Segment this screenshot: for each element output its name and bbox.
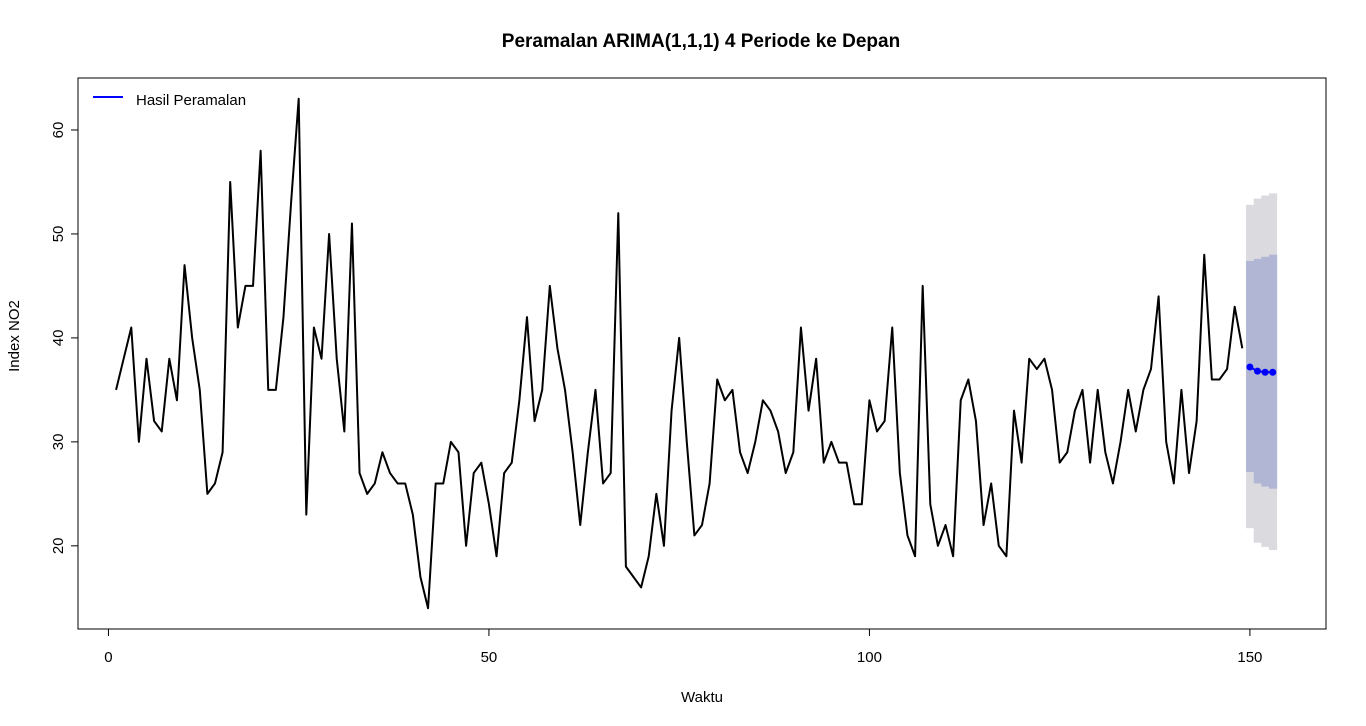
- y-tick-label: 60: [50, 122, 67, 139]
- series-line-actual: [115, 97, 1244, 610]
- plot-frame: [77, 77, 1327, 630]
- x-tick-label: 0: [104, 649, 112, 666]
- y-tick-label: 30: [50, 434, 67, 451]
- x-axis: 0 50 100 150: [104, 628, 1262, 666]
- y-tick-label: 40: [50, 330, 67, 347]
- forecast-point: [1269, 368, 1277, 376]
- legend-label-forecast: Hasil Peramalan: [136, 92, 246, 109]
- y-axis: 20 30 40 50 60: [50, 122, 79, 554]
- x-tick-label: 100: [857, 649, 882, 666]
- y-tick-label: 20: [50, 537, 67, 554]
- forecast-point: [1254, 367, 1262, 375]
- forecast-point: [1246, 363, 1254, 371]
- series-line-forecast: [1249, 366, 1273, 374]
- chart-title: Peramalan ARIMA(1,1,1) 4 Periode ke Depa…: [502, 31, 900, 52]
- legend: Hasil Peramalan: [93, 92, 246, 109]
- y-tick-label: 50: [50, 226, 67, 243]
- forecast-point: [1261, 368, 1269, 376]
- x-tick-label: 150: [1237, 649, 1262, 666]
- x-tick-label: 50: [481, 649, 498, 666]
- series-layer: [115, 97, 1277, 610]
- y-axis-label: Index NO2: [6, 300, 23, 372]
- x-axis-label: Waktu: [681, 689, 723, 706]
